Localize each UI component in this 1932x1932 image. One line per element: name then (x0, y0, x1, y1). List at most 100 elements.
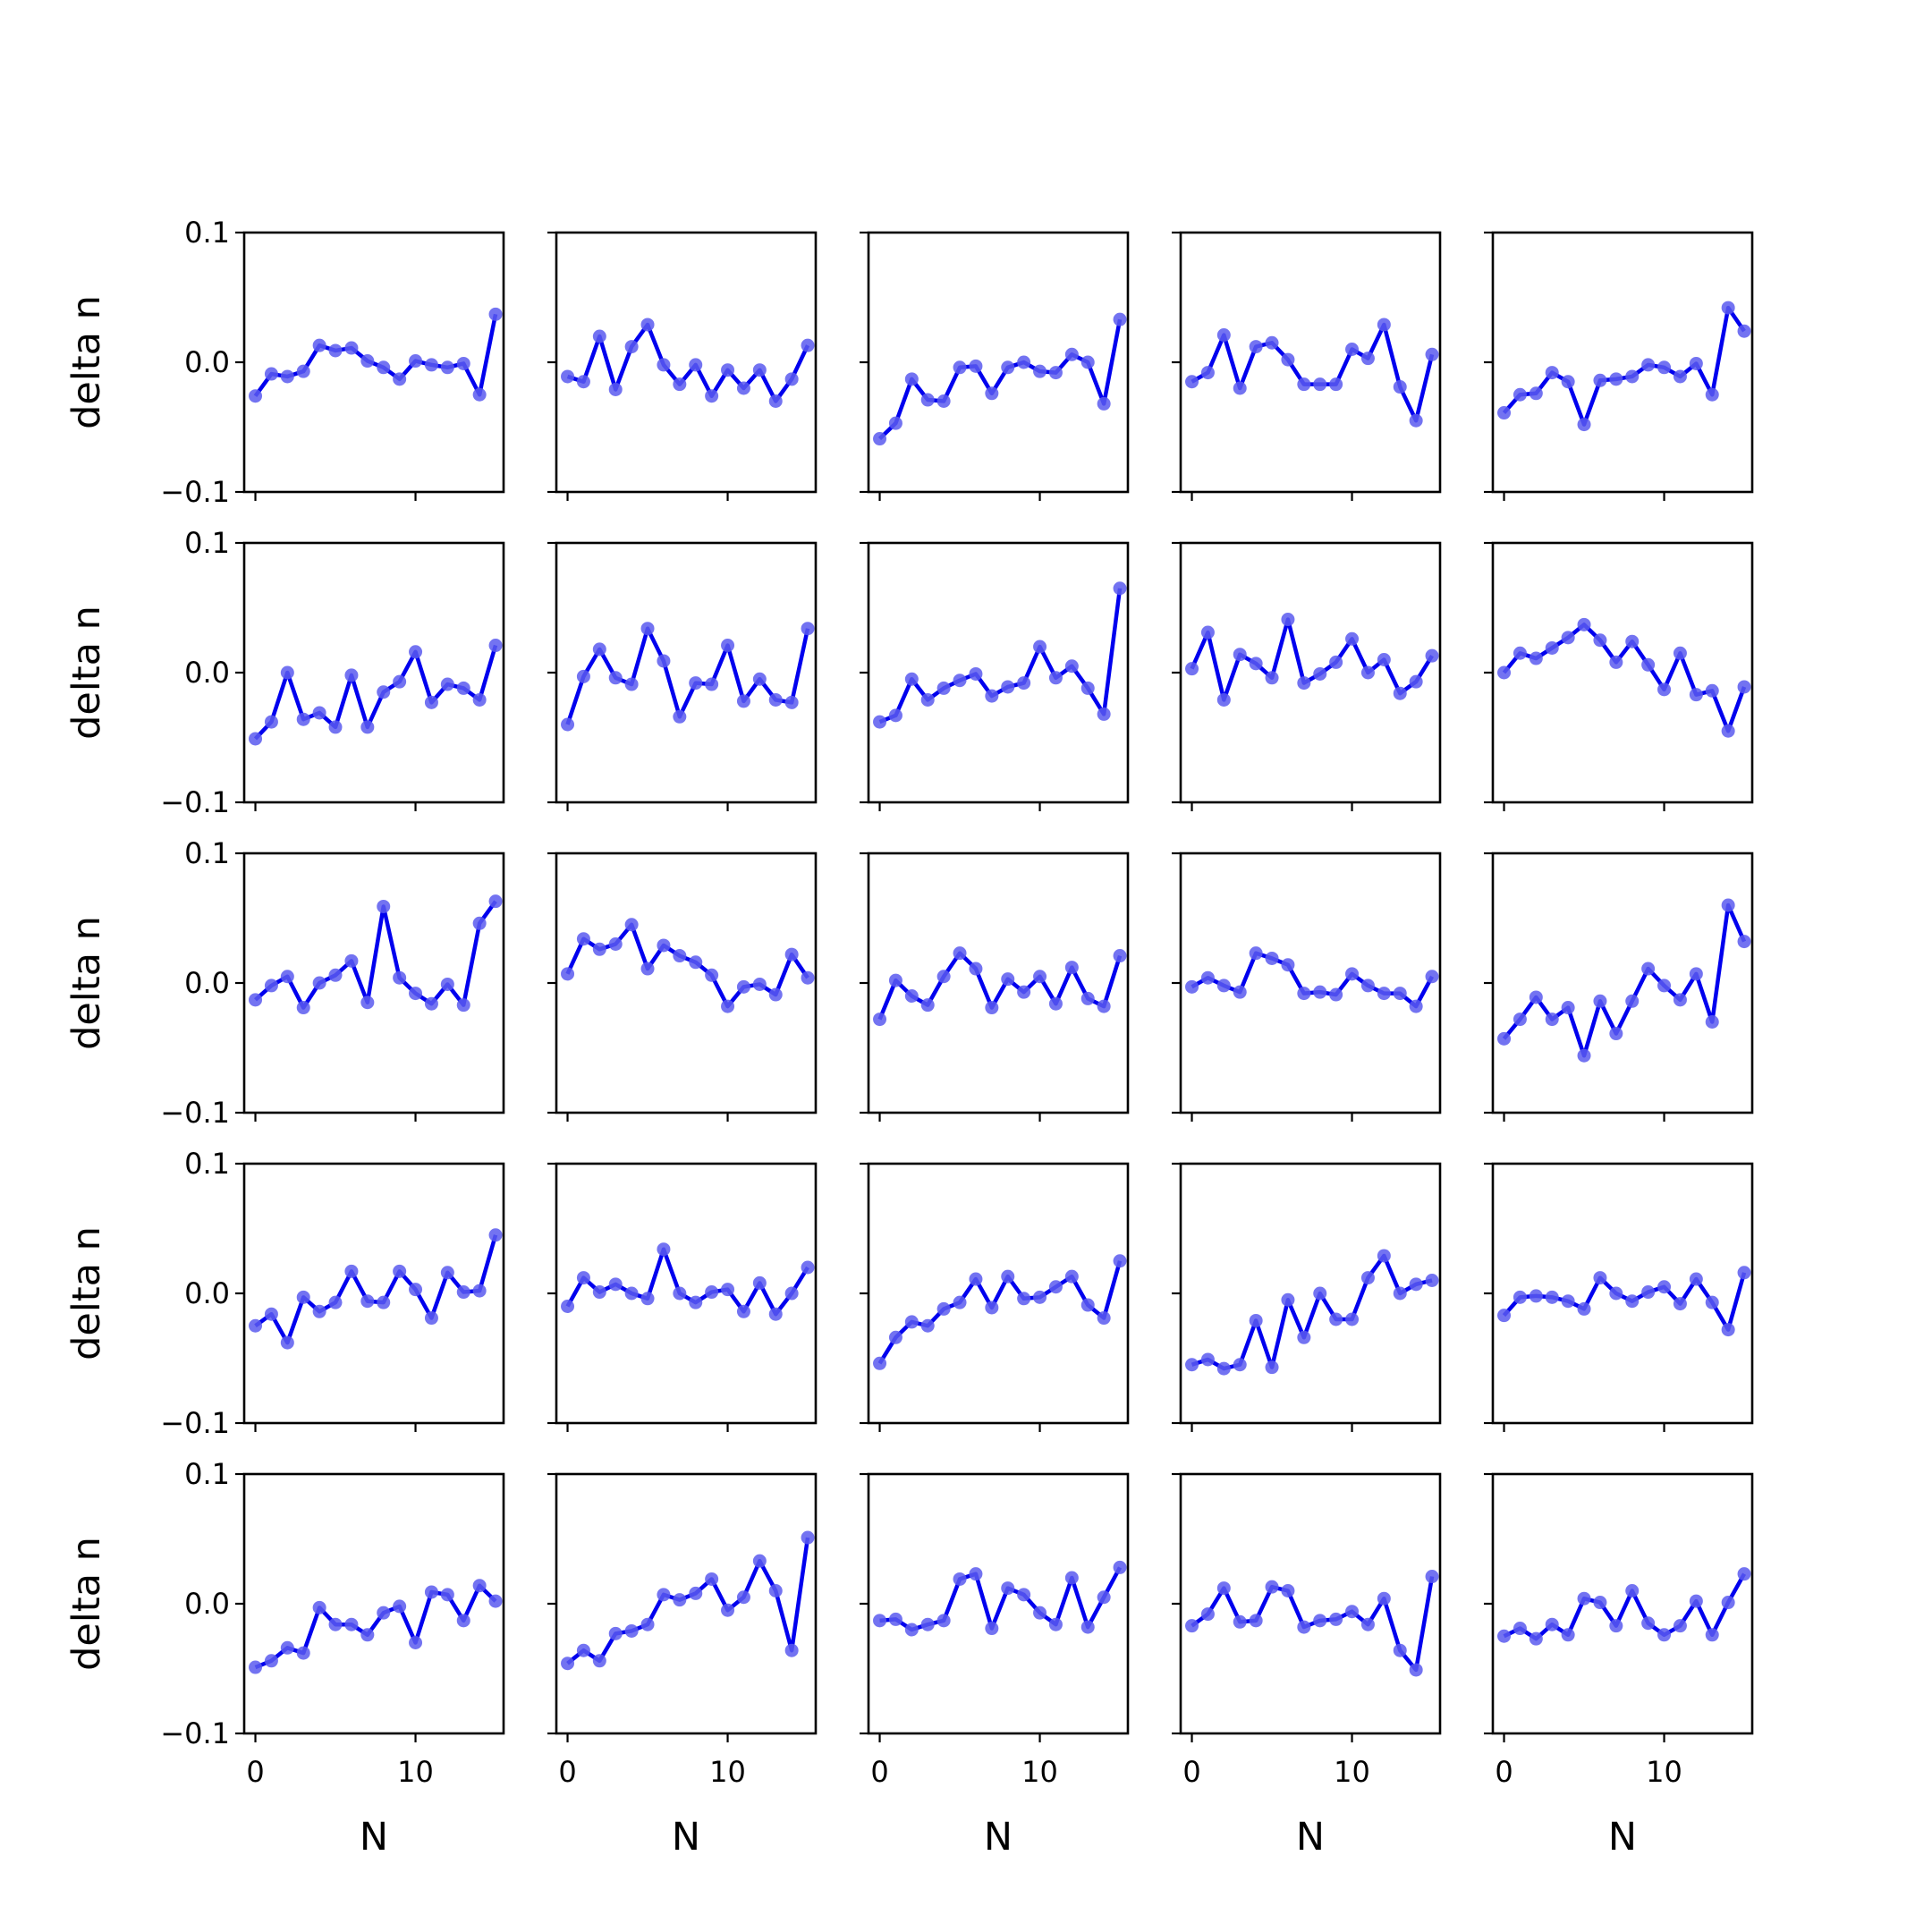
data-point (1689, 688, 1703, 702)
data-point (488, 894, 503, 909)
data-point (1001, 680, 1015, 694)
data-point (1625, 1584, 1640, 1597)
data-point (1249, 1614, 1263, 1628)
data-point (904, 372, 919, 386)
data-point (1064, 659, 1079, 674)
data-point (1497, 406, 1512, 420)
data-point (985, 1301, 999, 1315)
data-point (440, 360, 454, 375)
data-point (409, 1283, 423, 1297)
data-point (1593, 373, 1607, 387)
data-point (657, 1588, 671, 1602)
y-tick-label: 0.1 (184, 1147, 230, 1181)
data-point (360, 354, 375, 369)
data-point (1577, 1048, 1591, 1063)
data-point (689, 676, 703, 691)
data-point (768, 1584, 783, 1597)
data-point (1345, 343, 1360, 356)
data-point (1200, 1352, 1215, 1367)
series-line (1191, 322, 1435, 423)
data-point (1689, 356, 1703, 370)
data-point (1705, 1295, 1719, 1309)
data-point (328, 343, 343, 358)
data-point (1673, 993, 1687, 1007)
data-point (561, 369, 575, 384)
data-point (888, 708, 902, 723)
data-point (576, 932, 590, 946)
data-point (1113, 581, 1127, 596)
subplot-r1-c1: −0.1 0.0 0.1 delta n (64, 216, 505, 509)
y-tick-label: −0.1 (160, 1716, 230, 1750)
data-point (280, 665, 294, 680)
data-point (673, 949, 687, 963)
data-point (1113, 1254, 1127, 1268)
data-point (1033, 1606, 1047, 1620)
data-point (1529, 1289, 1543, 1303)
data-point (1673, 369, 1687, 384)
y-tick-label: 0.0 (184, 656, 230, 690)
data-point (1185, 375, 1199, 389)
data-point (1216, 328, 1231, 343)
data-point (705, 677, 719, 691)
data-point (784, 947, 799, 962)
data-point (377, 685, 391, 699)
data-point (1561, 631, 1575, 645)
data-point (1200, 970, 1215, 985)
data-point (1345, 967, 1360, 981)
data-point (705, 1285, 719, 1300)
series-line (254, 1583, 497, 1670)
data-point (953, 1295, 967, 1309)
data-point (1609, 655, 1623, 669)
x-axis-label: N (1296, 1815, 1325, 1860)
data-point (752, 1275, 767, 1290)
y-axis-label: delta n (64, 1537, 109, 1671)
data-point (1216, 979, 1231, 993)
y-tick-label: −0.1 (160, 785, 230, 819)
data-point (296, 1646, 310, 1660)
data-point (1233, 1358, 1247, 1372)
data-point (721, 1603, 735, 1617)
data-point (328, 1295, 343, 1309)
data-point (1329, 655, 1343, 669)
data-point (264, 979, 278, 993)
y-tick-label: 0.0 (184, 1587, 230, 1621)
data-point (752, 672, 767, 686)
data-point (969, 359, 983, 373)
data-point (1313, 666, 1327, 681)
data-point (264, 1654, 278, 1668)
subplot-r3-c5 (1484, 852, 1754, 1122)
data-point (312, 1600, 326, 1614)
series-line (1191, 1576, 1435, 1673)
subplot-r2-c2 (547, 541, 818, 811)
subplot-r1-c3 (860, 231, 1130, 501)
y-axis-label: delta n (64, 606, 109, 740)
panels-group: −0.1 0.0 0.1 delta n −0.1 0.0 0.1 delta n −0.1 0.… (64, 216, 1754, 1860)
data-point (673, 709, 687, 724)
data-point (1313, 377, 1327, 392)
subplot-r4-c5 (1484, 1162, 1754, 1432)
data-point (1641, 1285, 1656, 1300)
data-point (1409, 999, 1423, 1013)
data-point (1329, 377, 1343, 392)
data-point (249, 1318, 263, 1333)
data-point (936, 681, 951, 695)
data-point (1497, 1031, 1512, 1046)
series-line (565, 922, 809, 1009)
data-point (801, 338, 815, 352)
data-point (1216, 692, 1231, 707)
data-point (1064, 347, 1079, 361)
data-point (936, 1614, 951, 1628)
data-point (1393, 1286, 1407, 1301)
data-point (1657, 1628, 1672, 1642)
data-point (561, 1300, 575, 1313)
data-point (1048, 1617, 1063, 1631)
data-point (1721, 898, 1735, 912)
data-point (1233, 1614, 1247, 1629)
data-point (1657, 979, 1672, 993)
data-point (264, 367, 278, 381)
data-point (721, 639, 735, 653)
data-point (360, 720, 375, 734)
data-point (1185, 1358, 1199, 1372)
data-point (1737, 680, 1751, 694)
